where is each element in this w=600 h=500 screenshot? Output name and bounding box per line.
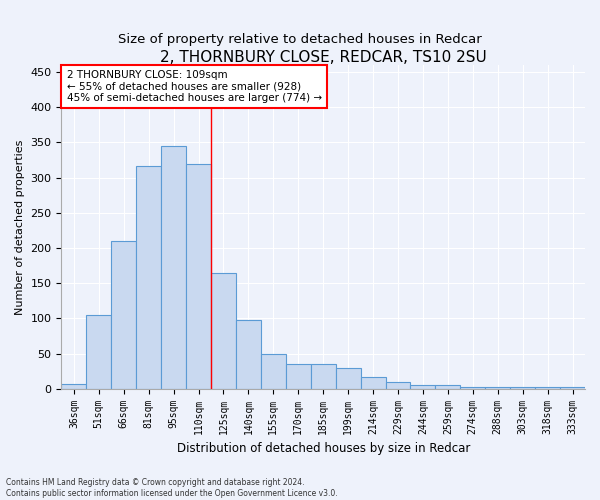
Bar [211,272,236,388]
Bar [361,376,386,388]
Bar [386,382,410,388]
Bar [61,384,86,388]
Bar [136,166,161,388]
Bar [111,241,136,388]
Bar [286,364,311,388]
X-axis label: Distribution of detached houses by size in Redcar: Distribution of detached houses by size … [176,442,470,455]
Bar [410,385,436,388]
Text: Contains HM Land Registry data © Crown copyright and database right 2024.
Contai: Contains HM Land Registry data © Crown c… [6,478,338,498]
Bar [236,320,261,388]
Bar [436,385,460,388]
Bar [535,386,560,388]
Bar [311,364,335,388]
Title: 2, THORNBURY CLOSE, REDCAR, TS10 2SU: 2, THORNBURY CLOSE, REDCAR, TS10 2SU [160,50,487,65]
Bar [560,386,585,388]
Bar [335,368,361,388]
Text: Size of property relative to detached houses in Redcar: Size of property relative to detached ho… [118,32,482,46]
Bar [86,315,111,388]
Bar [186,164,211,388]
Bar [261,354,286,388]
Bar [161,146,186,388]
Y-axis label: Number of detached properties: Number of detached properties [15,139,25,314]
Text: 2 THORNBURY CLOSE: 109sqm
← 55% of detached houses are smaller (928)
45% of semi: 2 THORNBURY CLOSE: 109sqm ← 55% of detac… [67,70,322,103]
